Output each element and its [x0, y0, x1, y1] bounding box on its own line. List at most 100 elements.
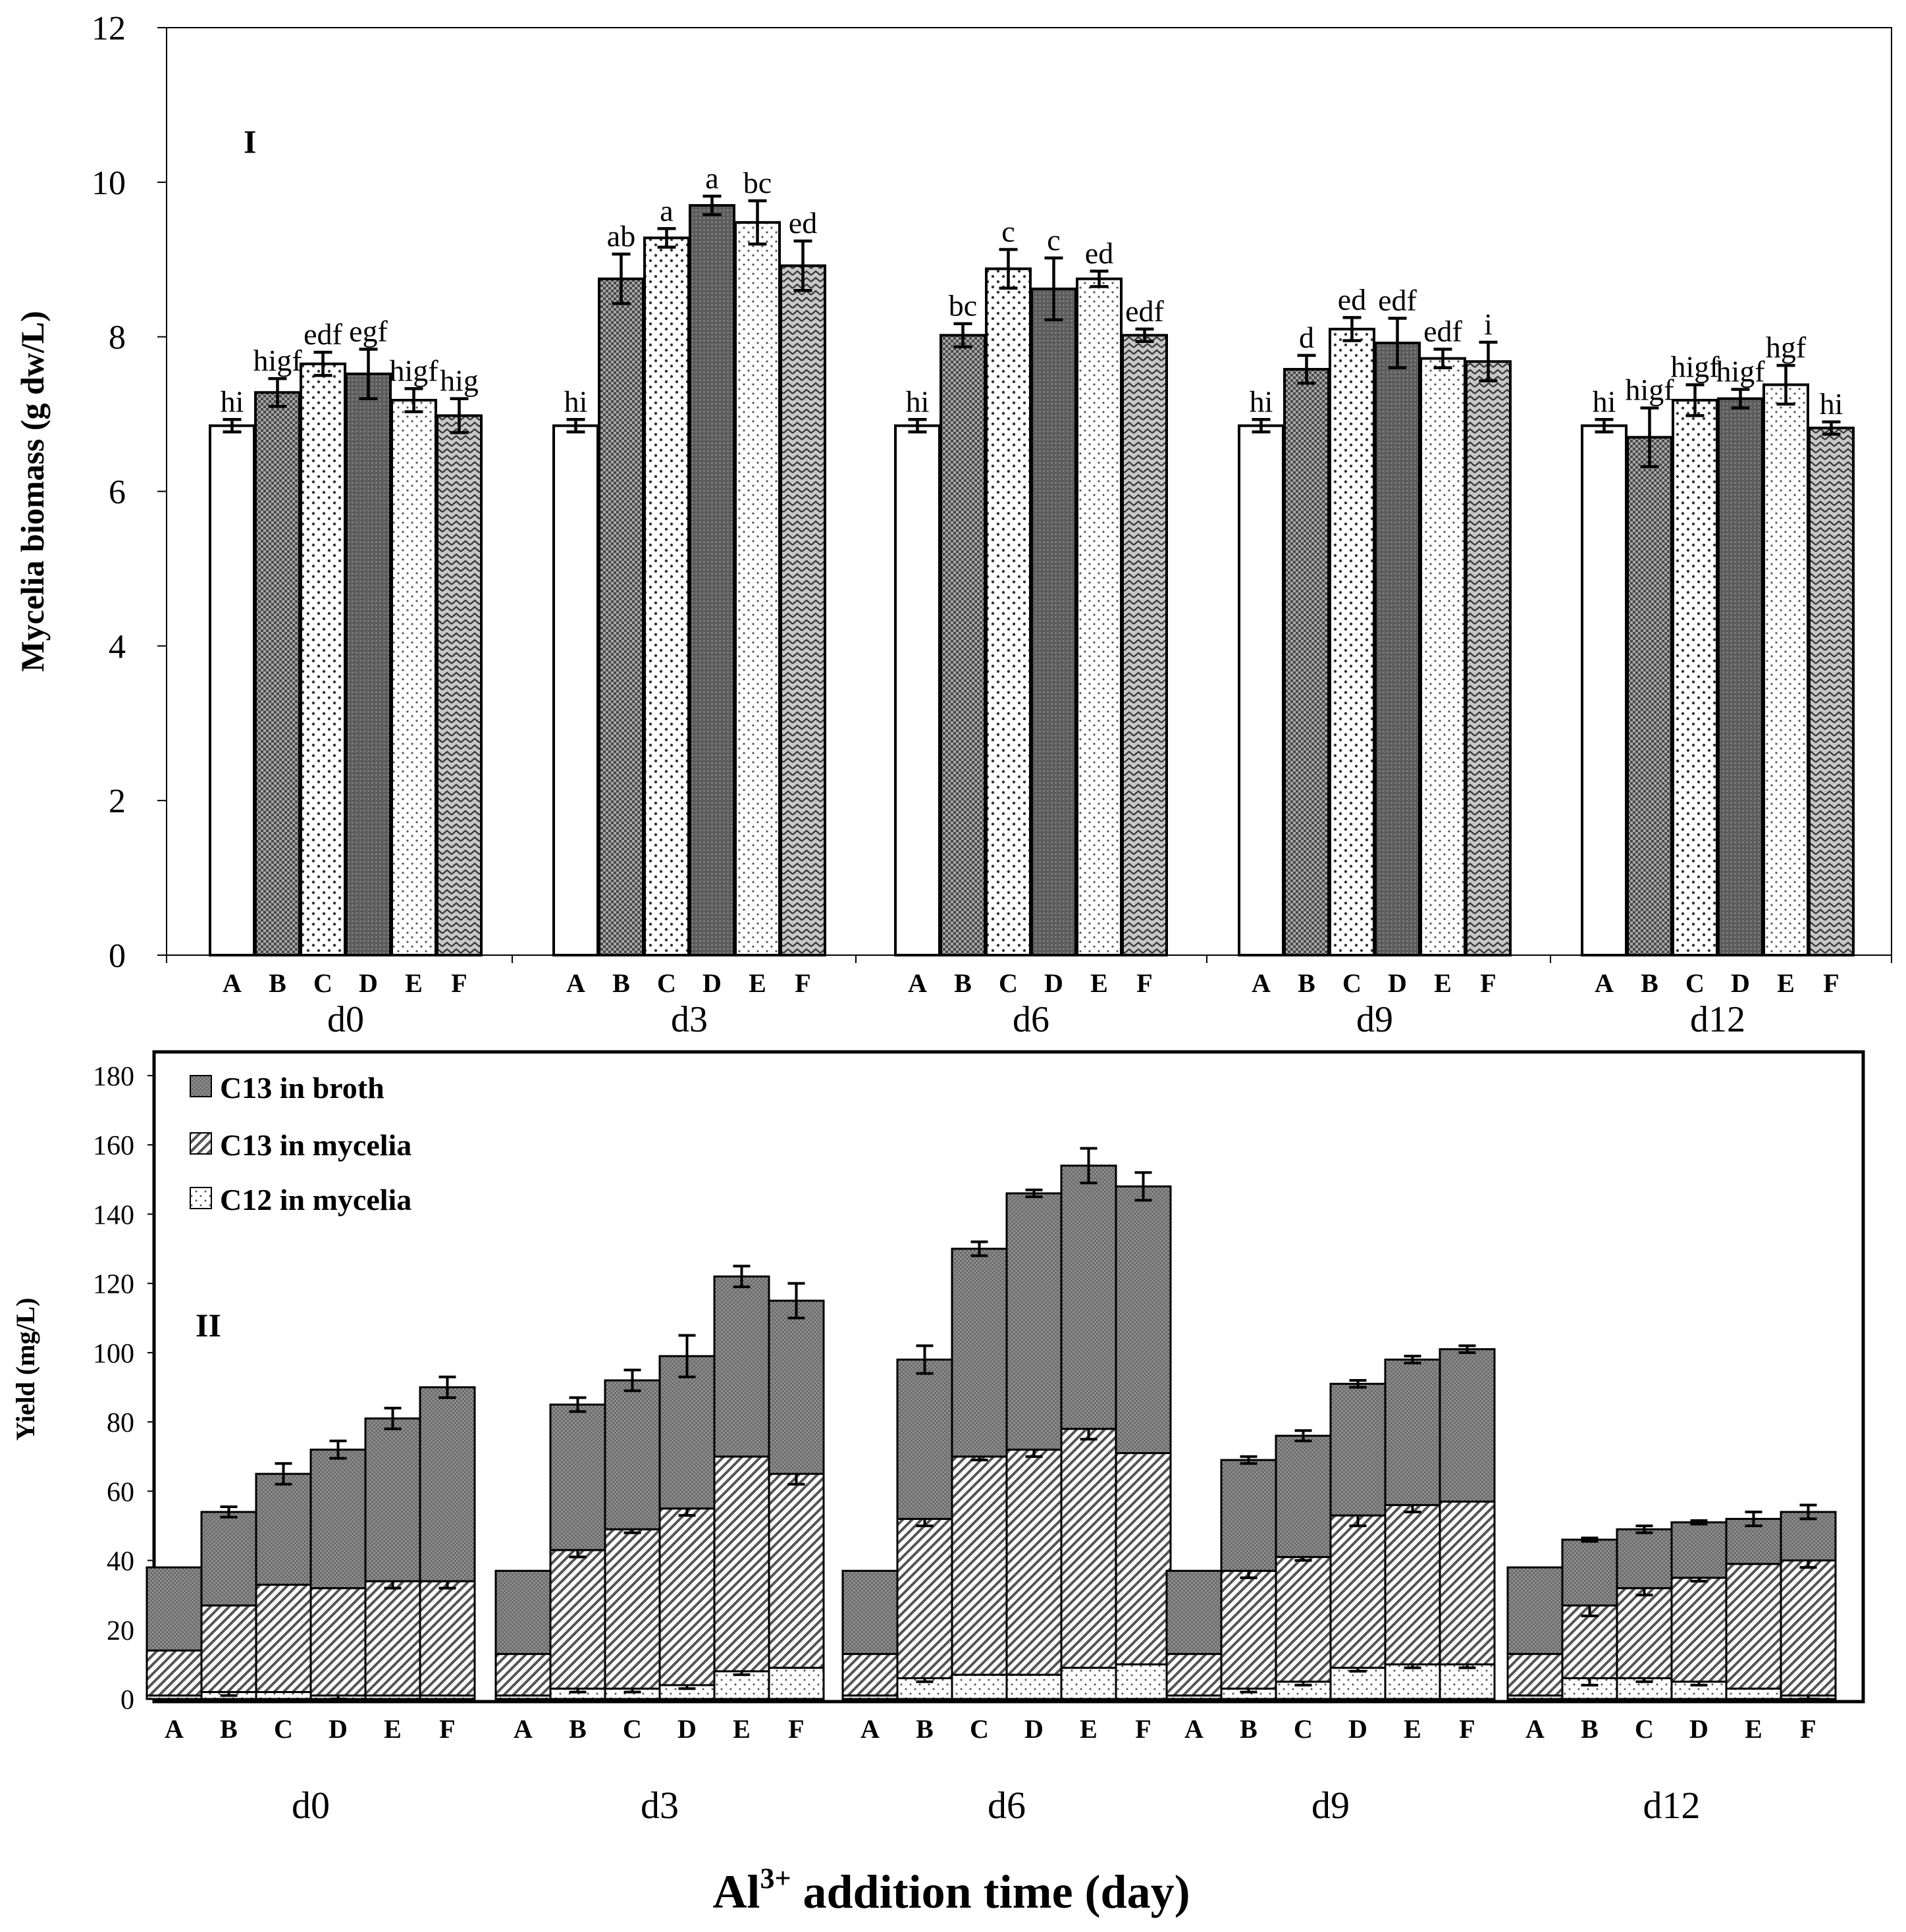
- bar-d6-A: [894, 424, 941, 956]
- significance-letter-d3-E: bc: [743, 166, 772, 199]
- legend-item-c13-in-mycelia: C13 in mycelia: [190, 1128, 411, 1162]
- panel-i-y-axis: 0 2 4 6 8 10 12: [92, 10, 167, 975]
- x2-category-label-d3-A: A: [514, 1714, 533, 1744]
- segment-c13-in-mycelia-d3-A: [494, 1653, 552, 1697]
- panel-ii-yield-chart: 0 20 40 60 80 100 120 140 160 180 A B C D E Fd0 A B C D E Fd…: [11, 1050, 1865, 1918]
- x2-category-label-d6-C: C: [970, 1714, 989, 1744]
- legend-item-c12-in-mycelia: C12 in mycelia: [190, 1183, 411, 1216]
- error-bar-c13-in-broth-d6-E: [1080, 1147, 1098, 1185]
- x-category-label-d9-C: C: [1342, 968, 1362, 998]
- error-bar-c13-in-broth-d9-E: [1404, 1355, 1421, 1365]
- segment-c13-in-broth-d9-D: [1329, 1382, 1387, 1517]
- x-category-label-d12-D: D: [1731, 968, 1750, 998]
- x-category-label-d0-A: A: [223, 968, 242, 998]
- x2-category-label-d9-F: F: [1459, 1714, 1475, 1744]
- segment-c13-in-broth-d6-C: [951, 1247, 1008, 1458]
- segment-c13-in-mycelia-d0-B: [200, 1604, 257, 1693]
- x2-group-label-d6: d6: [988, 1784, 1026, 1827]
- error-bar-d0-E: [404, 387, 423, 413]
- error-bar-d12-C: [1685, 383, 1705, 417]
- legend-item-c13-in-broth: C13 in broth: [190, 1071, 384, 1105]
- error-bar-c13-in-broth-d9-D: [1349, 1378, 1367, 1389]
- panel-ii-stacked-bars: [146, 1147, 1837, 1700]
- error-bar-c13-in-broth-d12-D: [1690, 1519, 1708, 1526]
- x-category-label-d6-F: F: [1136, 968, 1152, 998]
- stack-group-d6: [841, 1147, 1172, 1700]
- error-bar-d9-C: [1342, 316, 1362, 342]
- segment-c13-in-mycelia-d0-C: [255, 1583, 312, 1693]
- error-bar-c13-in-broth-d3-B: [569, 1396, 587, 1413]
- significance-letter-d3-D: a: [705, 161, 718, 195]
- x-category-label-d12-C: C: [1685, 968, 1705, 998]
- panel-ii-label: II: [196, 1307, 221, 1344]
- error-bar-d9-E: [1433, 348, 1452, 369]
- x2-category-label-d6-A: A: [860, 1714, 880, 1744]
- x2-category-label-d9-A: A: [1184, 1714, 1204, 1744]
- x-category-label-d6-D: D: [1044, 968, 1063, 998]
- significance-letter-d9-A: hi: [1250, 384, 1273, 418]
- x-category-label-d6-B: B: [954, 968, 972, 998]
- x2-category-label-d9-C: C: [1294, 1714, 1313, 1744]
- bar-d9-B: [1283, 367, 1330, 956]
- error-bar-c13-in-broth-d9-F: [1458, 1344, 1476, 1354]
- segment-c13-in-broth-d9-F: [1439, 1348, 1496, 1503]
- panel-i-y-axis-label: Mycelia biomass (g dw/L): [14, 311, 51, 672]
- segment-c13-in-broth-d9-C: [1275, 1434, 1332, 1558]
- segment-c13-in-broth-d3-F: [768, 1299, 825, 1475]
- x2-category-label-d3-D: D: [677, 1714, 697, 1744]
- significance-letter-d9-C: ed: [1338, 282, 1366, 316]
- panel-ii-y-axis: 0 20 40 60 80 100 120 140 160 180: [93, 1062, 154, 1715]
- x-category-label-d0-E: E: [405, 968, 423, 998]
- bar-d0-E: [390, 398, 437, 956]
- legend-swatch: [190, 1075, 212, 1097]
- bar-d0-C: [300, 362, 346, 956]
- stack-group-d3: [494, 1265, 825, 1700]
- x2-group-label-d0: d0: [292, 1784, 330, 1827]
- error-bar-d12-F: [1822, 420, 1841, 436]
- segment-c13-in-mycelia-d6-F: [1115, 1451, 1172, 1665]
- segment-c12-in-mycelia-d6-F: [1115, 1663, 1172, 1700]
- error-bar-c13-in-broth-d12-E: [1745, 1510, 1762, 1527]
- bar-d0-A: [209, 424, 255, 956]
- significance-letter-d0-E: higf: [389, 353, 438, 387]
- significance-letter-d0-C: edf: [304, 317, 342, 351]
- bar-d12-F: [1808, 427, 1855, 956]
- error-bar-c13-in-broth-d6-D: [1025, 1188, 1043, 1199]
- segment-c13-in-mycelia-d6-C: [951, 1455, 1008, 1676]
- x2-group-label-d12: d12: [1643, 1784, 1701, 1827]
- error-bar-d3-C: [657, 227, 676, 249]
- bar-d6-B: [940, 334, 986, 956]
- segment-c13-in-broth-d9-E: [1384, 1358, 1441, 1506]
- significance-letter-d6-A: hi: [906, 384, 930, 418]
- significance-letter-d6-C: c: [1001, 215, 1015, 248]
- bar-d6-E: [1076, 277, 1123, 957]
- bar-d9-C: [1329, 327, 1375, 956]
- significance-letter-d9-E: edf: [1423, 314, 1462, 348]
- x-category-label-d9-B: B: [1298, 968, 1315, 998]
- x-category-label-d3-F: F: [795, 968, 810, 998]
- error-bar-c13-in-broth-d3-D: [678, 1334, 696, 1378]
- stack-group-d9: [1165, 1344, 1496, 1700]
- significance-letter-d0-F: hig: [440, 364, 479, 398]
- significance-letter-d12-C: higf: [1670, 350, 1720, 383]
- segment-c13-in-mycelia-d9-A: [1165, 1653, 1223, 1697]
- error-bar-c13-in-broth-d6-B: [916, 1344, 934, 1375]
- x-category-label-d3-D: D: [702, 968, 722, 998]
- segment-c13-in-mycelia-d9-F: [1439, 1500, 1496, 1665]
- x2-category-label-d12-D: D: [1689, 1714, 1708, 1744]
- y2-tick-label-80: 80: [107, 1408, 134, 1438]
- segment-c13-in-mycelia-d12-C: [1616, 1587, 1673, 1679]
- y-tick-label-10: 10: [92, 165, 126, 202]
- error-bar-c13-in-broth-d3-E: [733, 1265, 751, 1288]
- segment-c13-in-mycelia-d0-E: [364, 1580, 421, 1697]
- bar-d3-A: [552, 424, 599, 956]
- segment-c13-in-broth-d6-E: [1060, 1164, 1117, 1430]
- x-category-label-d6-C: C: [999, 968, 1018, 998]
- significance-letter-d12-A: hi: [1593, 384, 1616, 418]
- significance-letter-d6-D: c: [1047, 223, 1060, 257]
- significance-letter-d0-B: higf: [253, 344, 302, 377]
